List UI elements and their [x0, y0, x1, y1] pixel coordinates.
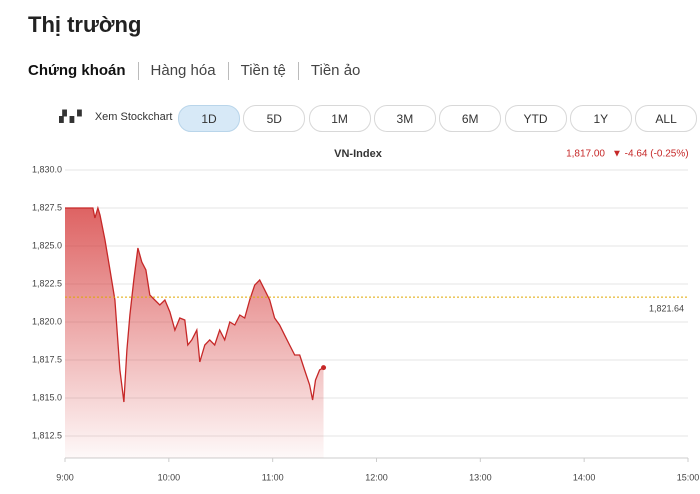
page-title: Thị trường: [28, 12, 142, 37]
tab-bar: Chứng khoán Hàng hóa Tiền tệ Tiền ảo: [28, 62, 372, 80]
x-tick-label: 13:00: [469, 472, 492, 482]
range-button[interactable]: YTD: [504, 105, 567, 132]
change: ▼ -4.64 (-0.25%): [612, 149, 689, 160]
x-tick-label: 12:00: [365, 472, 388, 482]
range-button[interactable]: 3M: [373, 105, 436, 132]
y-tick-label: 1,822.5: [32, 278, 62, 288]
range-button[interactable]: ALL: [635, 105, 698, 132]
x-tick-label: 9:00: [56, 472, 74, 482]
y-tick-label: 1,820.0: [32, 316, 62, 326]
range-button[interactable]: 1D: [178, 105, 240, 132]
range-button[interactable]: 6M: [439, 105, 502, 132]
tab[interactable]: Chứng khoán: [28, 62, 126, 79]
y-tick-label: 1,812.5: [32, 430, 62, 440]
x-tick-label: 11:00: [262, 472, 284, 482]
y-tick-label: 1,830.0: [32, 164, 62, 174]
reference-label: 1,821.64: [649, 303, 684, 313]
x-tick-label: 14:00: [573, 472, 596, 482]
y-tick-label: 1,815.0: [32, 392, 62, 402]
chart-title: VN-Index: [334, 148, 383, 160]
quote: 1,817.00: [566, 149, 605, 160]
price-line: [65, 205, 324, 403]
area: [65, 208, 324, 458]
range-button[interactable]: 1Y: [569, 105, 632, 132]
y-tick-label: 1,827.5: [32, 202, 62, 212]
range-button[interactable]: 5D: [243, 105, 306, 132]
y-tick-label: 1,825.0: [32, 240, 62, 250]
x-tick-label: 10:00: [158, 472, 181, 482]
last-point: [321, 365, 327, 371]
range-button[interactable]: 1M: [308, 105, 371, 132]
tab[interactable]: Hàng hóa: [137, 62, 228, 80]
stockchart-link[interactable]: ▗▘▖▘ Xem Stockchart: [55, 110, 173, 124]
tab[interactable]: Tiền ảo: [297, 62, 372, 80]
chart-icon: ▗▘▖▘: [55, 111, 86, 123]
tab[interactable]: Tiền tệ: [227, 62, 298, 80]
link-text[interactable]: Xem Stockchart: [94, 110, 173, 123]
y-tick-label: 1,817.5: [32, 354, 62, 364]
x-tick-label: 15:00: [677, 472, 700, 482]
